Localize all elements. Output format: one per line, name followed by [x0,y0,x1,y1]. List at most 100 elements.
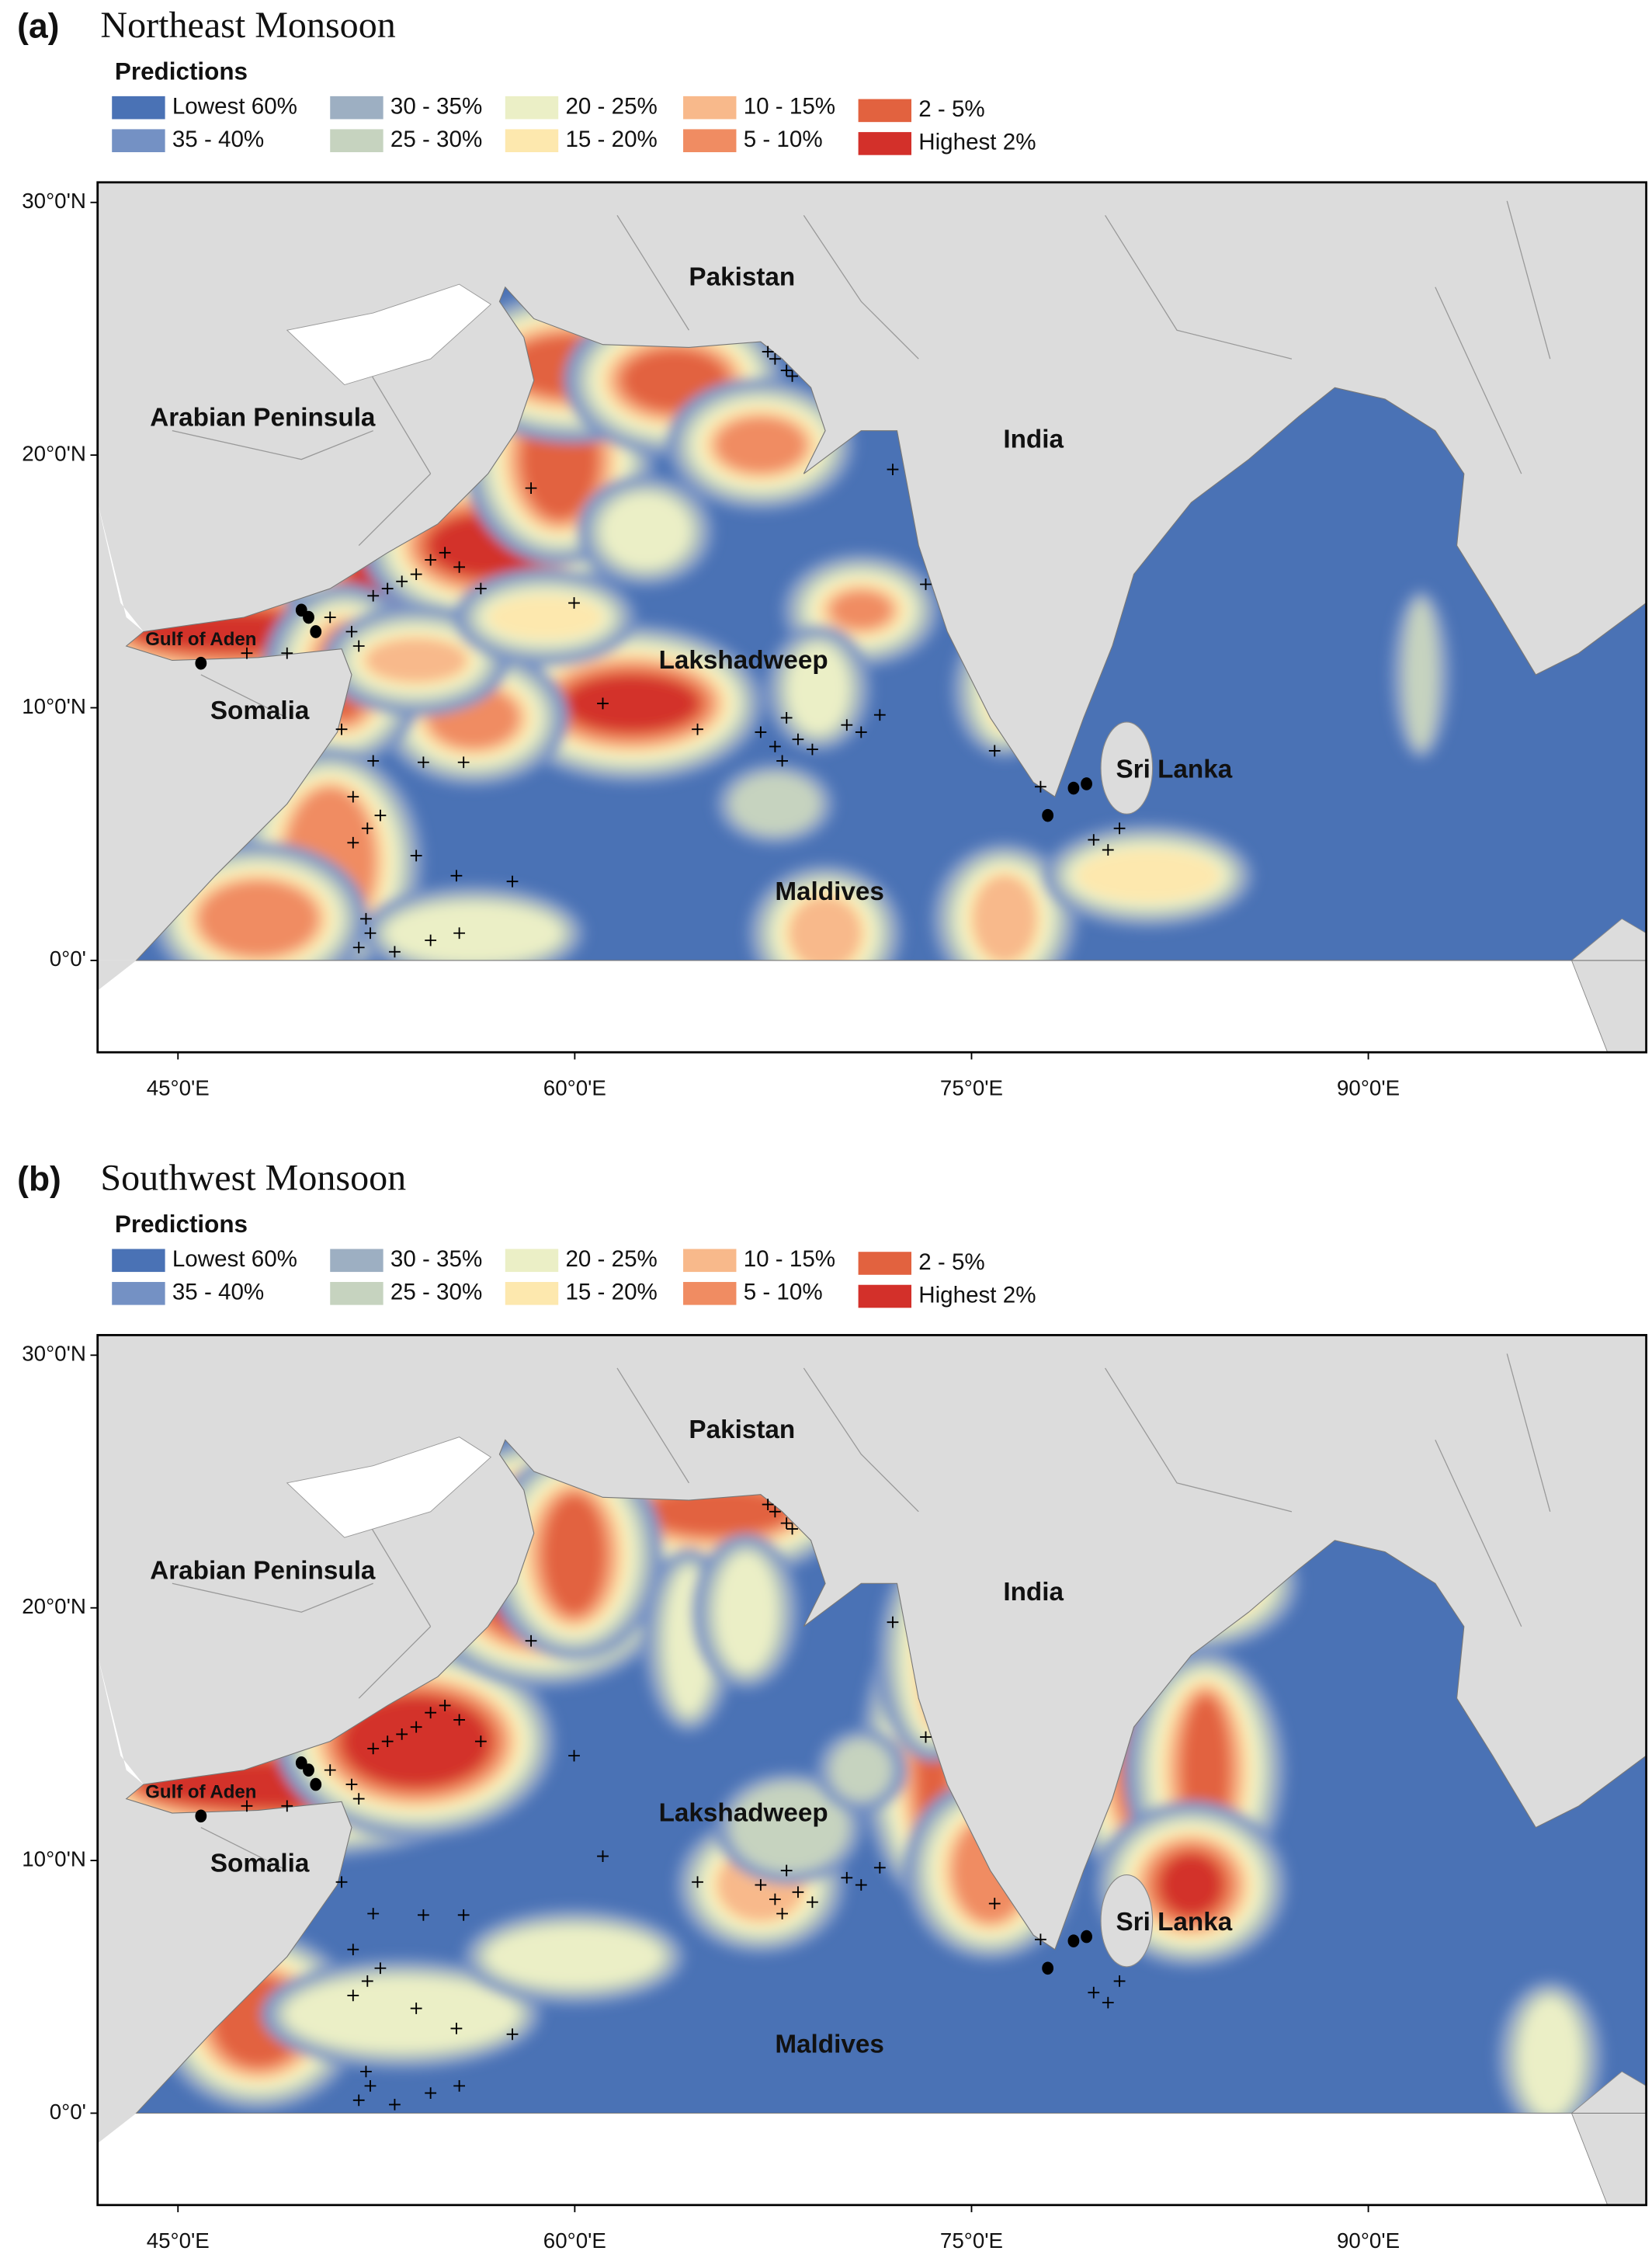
no-data [97,960,1647,1053]
lat-tick-label: 0°0' [50,947,86,971]
heat-zone [717,1555,776,1670]
place-label: India [1003,425,1064,453]
record-dot [310,625,322,638]
record-cross [506,875,519,888]
heat-zone [567,677,696,730]
record-cross [776,755,789,767]
sri-lanka [1100,1874,1154,1968]
record-cross [352,640,365,652]
record-cross [425,2087,437,2100]
place-label: India [1003,1578,1064,1607]
legend-title: Predictions [115,1211,248,1238]
record-dot [1067,781,1080,795]
record-cross [347,1944,359,1956]
record-cross [457,756,470,769]
record-cross [755,726,767,738]
record-cross [873,1861,886,1874]
place-label: Pakistan [689,1416,795,1444]
heat-zone [344,1698,488,1785]
record-cross [769,1893,781,1905]
heat-zone [731,1784,847,1871]
heat-zone [1076,849,1220,902]
record-cross [920,578,932,590]
heat-zone [832,1741,890,1799]
legend-swatch [858,1284,912,1308]
legend-swatch [683,96,737,120]
record-dot [1042,1961,1054,1975]
record-cross [367,1742,380,1755]
record-cross [457,1909,470,1921]
record-cross [1035,780,1046,793]
record-cross [361,822,373,835]
legend-swatch [505,1249,559,1273]
record-cross [1088,1986,1100,1999]
heat-zone [602,495,689,568]
legend-label: 2 - 5% [918,96,985,122]
legend-swatch [505,96,559,120]
legend-swatch [858,132,912,155]
record-cross [367,589,380,602]
country-borders [172,1353,1551,1871]
record-cross [347,790,359,803]
legend-label: 30 - 35% [390,1246,482,1272]
record-dot [295,603,307,617]
legend-label: 15 - 20% [565,127,657,152]
place-label: Lakshadweep [659,646,828,675]
legend-swatch [683,1249,737,1273]
record-cross [807,1896,818,1909]
heat-zone [789,897,862,960]
record-cross [347,1989,359,2002]
record-dot [1042,808,1054,822]
record-cross [474,582,487,595]
lat-tick-label: 10°0'N [22,1846,86,1871]
legend-label: 5 - 10% [744,1280,823,1305]
sumatra [1570,2071,1647,2205]
legend-swatch [330,1249,384,1273]
record-cross [410,2003,422,2014]
record-cross [352,941,365,954]
record-cross [692,723,703,735]
record-cross [361,1975,373,1987]
legend-label: 20 - 25% [565,1246,657,1272]
place-label: Somalia [210,1849,310,1878]
record-cross [762,1499,774,1510]
record-cross [450,870,463,882]
record-cross [692,1876,703,1888]
record-cross [418,1909,429,1921]
record-cross [841,719,853,731]
record-cross [381,1735,394,1748]
record-cross [439,547,451,559]
record-cross [410,1721,422,1733]
legend-swatch [858,1252,912,1275]
country-borders [172,200,1551,719]
lat-tick-label: 30°0'N [22,1342,86,1366]
lat-tick-label: 10°0'N [22,694,86,718]
heat-zone [832,592,890,627]
record-cross [780,1864,793,1877]
record-cross [988,1898,1001,1909]
lat-tick-label: 20°0'N [22,1594,86,1618]
record-cross [762,346,774,358]
record-cross [360,2065,372,2078]
heat-zone [1521,1999,1579,2114]
lon-tick-label: 45°0'E [147,1076,210,1100]
record-cross [1102,1996,1114,2009]
panel: (b) Southwest Monsoon Predictions Lowest 60… [17,1158,1647,2251]
heat-zone [717,419,804,471]
legend-swatch [330,96,384,120]
lon-tick-label: 60°0'E [543,1076,606,1100]
record-cross [425,554,437,566]
map [97,182,1647,1053]
legend-title: Predictions [115,58,248,85]
heat-zone [973,875,1036,960]
record-cross [568,597,580,609]
record-cross [389,2099,401,2110]
record-cross [841,1871,853,1884]
record-cross [525,1634,537,1647]
heat-zone [387,904,560,960]
record-cross [786,370,798,382]
sumatra [1570,918,1647,1053]
place-label: Maldives [775,877,884,906]
legend-label: 2 - 5% [918,1249,985,1275]
record-cross [474,1735,487,1748]
